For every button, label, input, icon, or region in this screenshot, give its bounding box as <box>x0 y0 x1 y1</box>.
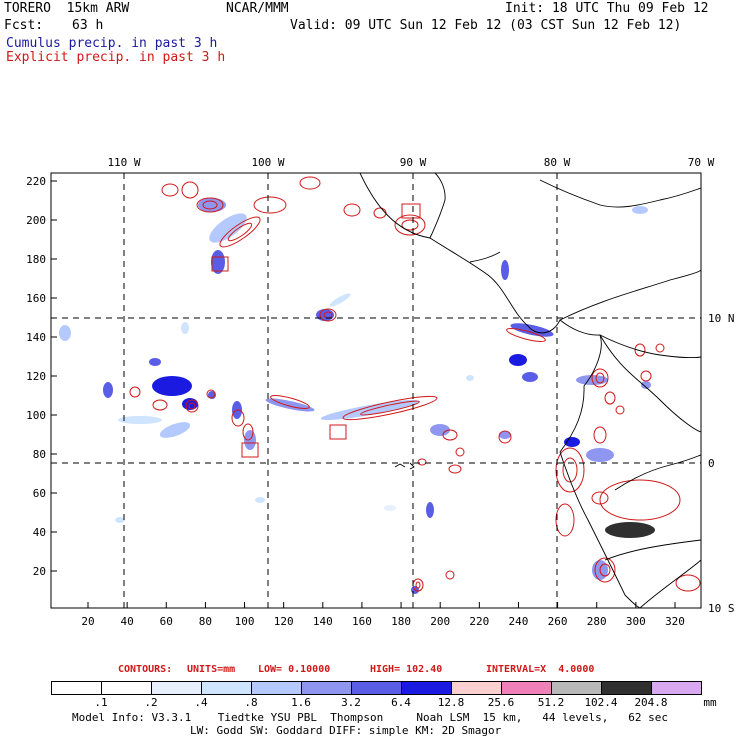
colorbar-label: 204.8 <box>634 696 668 709</box>
colorbar-label: 25.6 <box>487 696 515 709</box>
colorbar-label: 12.8 <box>437 696 465 709</box>
colorbar-swatch <box>51 681 101 695</box>
legend-cumulus: Cumulus precip. in past 3 h <box>6 36 218 51</box>
contours-high: HIGH= 102.40 <box>370 664 443 675</box>
lon-label-90w: 90 W <box>400 156 427 169</box>
colorbar-swatch <box>301 681 351 695</box>
x-tick-label: 240 <box>509 615 529 628</box>
x-tick-label: 40 <box>121 615 134 628</box>
y-tick-label: 220 <box>26 175 46 188</box>
model-title: TORERO 15km ARW <box>4 1 130 16</box>
colorbar-swatch <box>601 681 651 695</box>
x-tick-label: 120 <box>274 615 294 628</box>
colorbar-swatch <box>501 681 551 695</box>
x-tick-label: 220 <box>469 615 489 628</box>
contours-units: UNITS=mm <box>187 664 236 675</box>
explicit-precip-contours <box>129 176 701 592</box>
y-tick-label: 60 <box>33 487 46 500</box>
colorbar-unit: mm <box>703 696 717 709</box>
contours-label: CONTOURS: <box>118 664 173 675</box>
colorbar-swatch <box>551 681 601 695</box>
fcst-label: Fcst: <box>4 18 44 33</box>
cumulus-precip-areas <box>59 198 655 594</box>
x-tick-label: 140 <box>313 615 333 628</box>
colorbar-swatch <box>451 681 501 695</box>
x-tick-label: 180 <box>391 615 411 628</box>
fcst-value: 63 h <box>72 18 104 33</box>
colorbar-swatch <box>651 681 702 695</box>
x-tick-label: 260 <box>548 615 568 628</box>
colorbar-label: .1 <box>94 696 108 709</box>
colorbar-label: 3.2 <box>341 696 361 709</box>
lon-label-80w: 80 W <box>544 156 571 169</box>
map-field <box>51 173 701 608</box>
colorbar-label: .8 <box>244 696 258 709</box>
colorbar-swatch <box>351 681 401 695</box>
colorbar-label: 6.4 <box>391 696 411 709</box>
x-tick-label: 20 <box>81 615 94 628</box>
colorbar-swatch <box>201 681 251 695</box>
lat-label-10n: 10 N <box>708 312 735 325</box>
lat-label-eq: 0 <box>708 457 715 470</box>
colorbar-swatch <box>101 681 151 695</box>
colorbar-swatch <box>151 681 201 695</box>
y-tick-label: 180 <box>26 253 46 266</box>
model-info: Model Info: V3.3.1 Tiedtke YSU PBL Thomp… <box>72 711 669 724</box>
y-tick-label: 40 <box>33 526 46 539</box>
colorbar-swatch <box>251 681 301 695</box>
x-tick-label: 320 <box>665 615 685 628</box>
y-tick-label: 140 <box>26 331 46 344</box>
colorbar-label: 1.6 <box>291 696 311 709</box>
x-tick-label: 60 <box>160 615 173 628</box>
colorbar-swatch <box>401 681 451 695</box>
colorbar-label: 51.2 <box>537 696 565 709</box>
map-frame <box>50 172 702 609</box>
legend-explicit: Explicit precip. in past 3 h <box>6 50 226 65</box>
coastlines <box>359 173 701 608</box>
colorbar-label: 102.4 <box>584 696 618 709</box>
y-tick-label: 100 <box>26 409 46 422</box>
x-tick-label: 200 <box>430 615 450 628</box>
y-tick-label: 200 <box>26 214 46 227</box>
x-tick-label: 300 <box>626 615 646 628</box>
x-tick-label: 80 <box>199 615 212 628</box>
x-tick-label: 280 <box>587 615 607 628</box>
lon-label-110w: 110 W <box>107 156 140 169</box>
axis-ticks <box>51 180 676 608</box>
latlon-grid <box>51 173 701 608</box>
lon-label-70w: 70 W <box>688 156 715 169</box>
y-tick-label: 120 <box>26 370 46 383</box>
lon-label-100w: 100 W <box>251 156 284 169</box>
colorbar-label: .4 <box>194 696 208 709</box>
x-tick-label: 100 <box>235 615 255 628</box>
colorbar-label: .2 <box>144 696 158 709</box>
valid-time: Valid: 09 UTC Sun 12 Feb 12 (03 CST Sun … <box>290 18 682 33</box>
physics-info: LW: Godd SW: Goddard DIFF: simple KM: 2D… <box>190 724 502 737</box>
y-tick-label: 80 <box>33 448 46 461</box>
y-tick-label: 20 <box>33 565 46 578</box>
lat-label-10s: 10 S <box>708 602 735 615</box>
contours-interval: INTERVAL=X 4.0000 <box>486 664 595 675</box>
org-label: NCAR/MMM <box>226 1 289 16</box>
init-time: Init: 18 UTC Thu 09 Feb 12 <box>505 1 709 16</box>
y-tick-label: 160 <box>26 292 46 305</box>
x-tick-label: 160 <box>352 615 372 628</box>
contours-low: LOW= 0.10000 <box>258 664 331 675</box>
